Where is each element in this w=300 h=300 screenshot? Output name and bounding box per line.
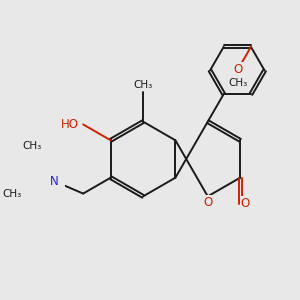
Text: O: O [203,196,212,209]
Text: HO: HO [61,118,79,131]
Text: O: O [233,63,242,76]
Text: N: N [50,175,58,188]
Text: CH₃: CH₃ [22,141,42,151]
Text: CH₃: CH₃ [134,80,153,90]
Text: O: O [241,197,250,210]
Text: CH₃: CH₃ [3,189,22,199]
Text: CH₃: CH₃ [228,78,247,88]
